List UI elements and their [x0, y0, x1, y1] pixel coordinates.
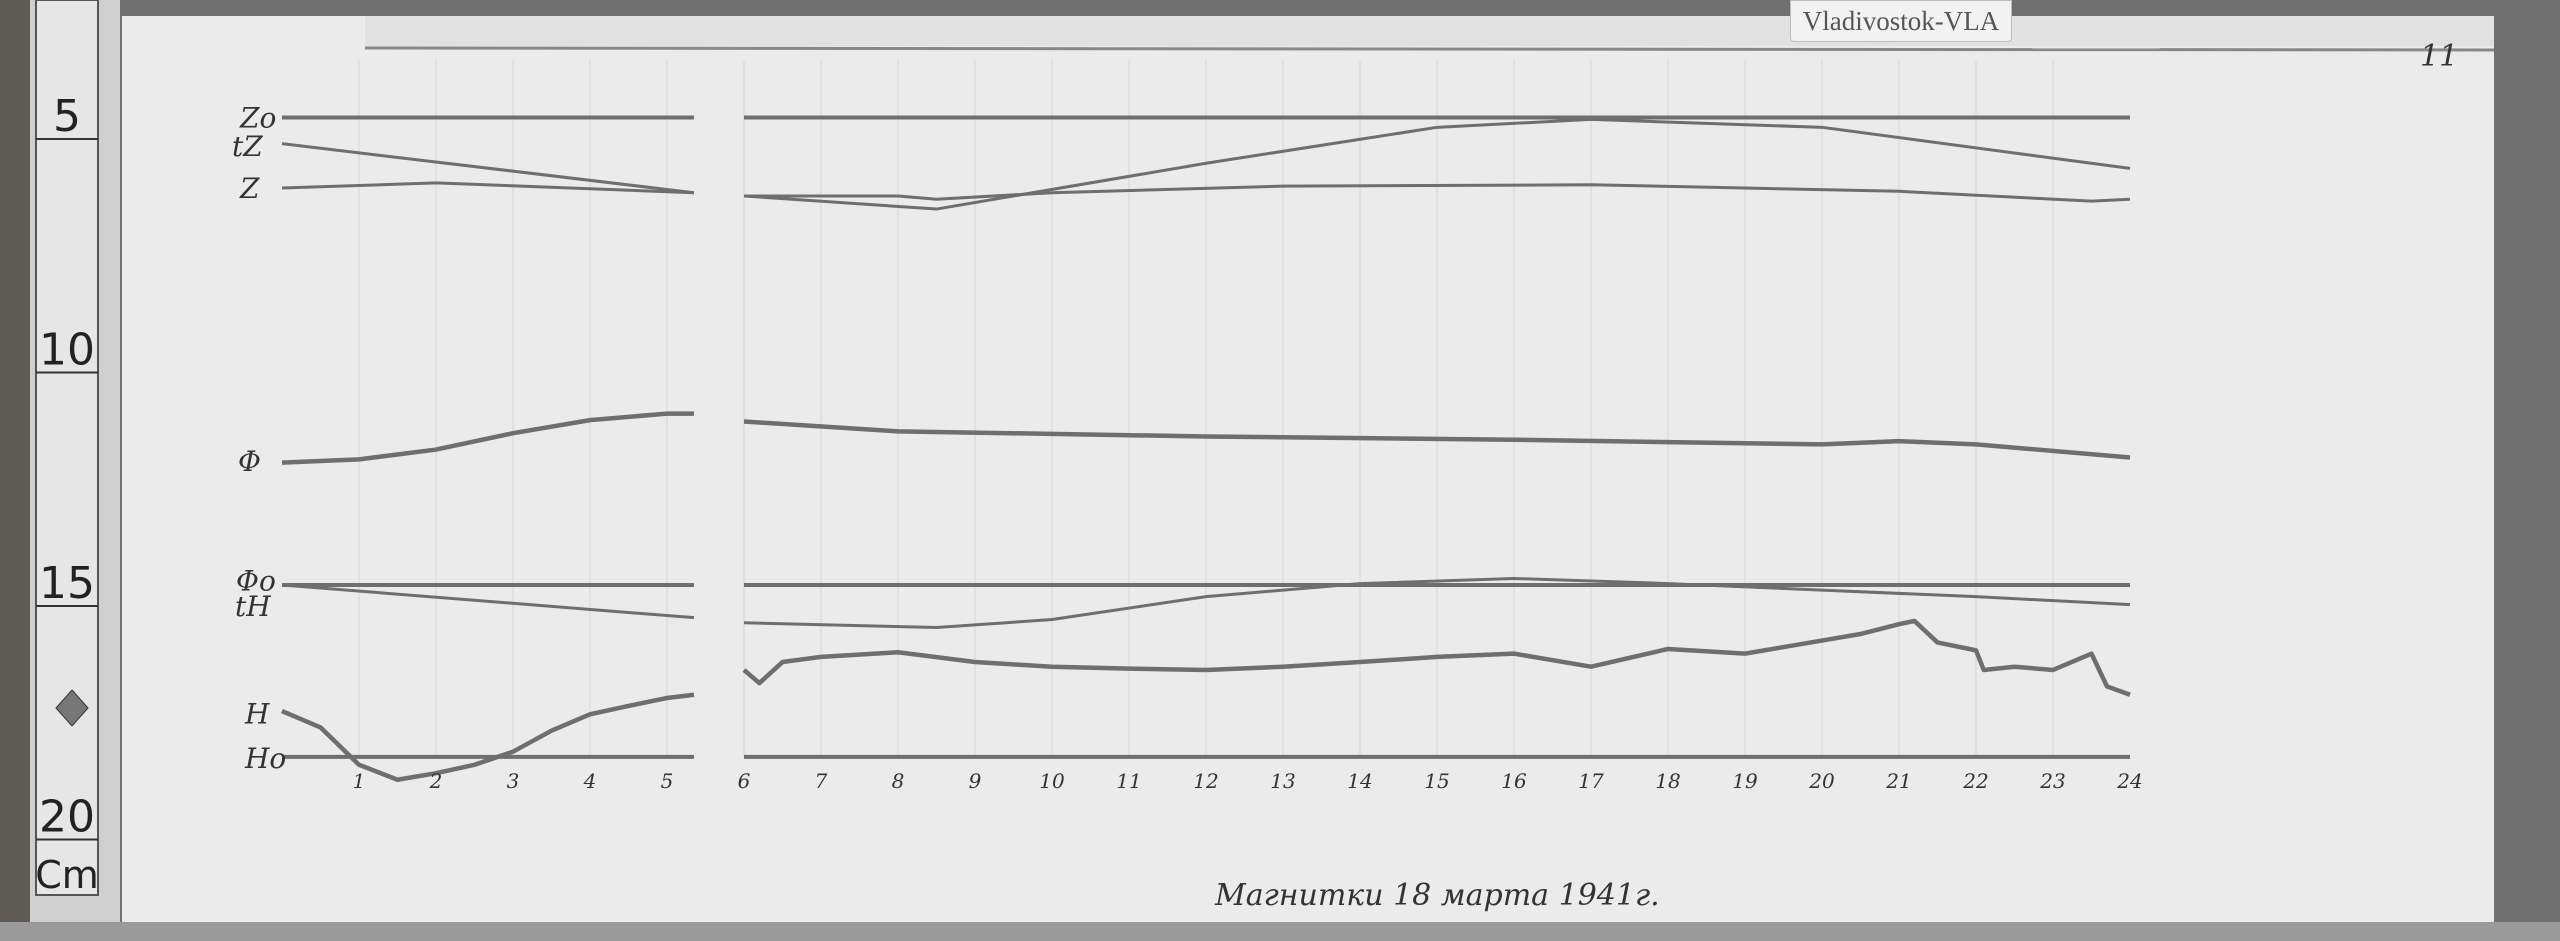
hour-tick-label: 22 [1962, 769, 1988, 793]
wood-edge [0, 0, 30, 941]
ruler-tick-label: 10 [39, 325, 95, 376]
hour-tick-label: 6 [738, 769, 751, 793]
hour-tick-label: 12 [1193, 769, 1218, 793]
trace-label: H [244, 697, 270, 730]
ruler-unit: Cm [35, 853, 99, 897]
paper [122, 16, 2494, 922]
hour-tick-label: 21 [1885, 769, 1911, 793]
hour-tick-label: 18 [1655, 769, 1680, 793]
sheet-number: 11 [2420, 39, 2458, 74]
hour-tick-label: 4 [583, 769, 597, 793]
hour-tick-label: 10 [1039, 769, 1065, 793]
hour-tick-label: 24 [2116, 769, 2142, 793]
hour-tick-label: 1 [353, 769, 366, 793]
hour-tick-label: 3 [507, 769, 520, 793]
caption: Магнитки 18 марта 1941г. [1214, 878, 1660, 913]
top-strip [365, 16, 2494, 46]
hour-tick-label: 19 [1732, 769, 1758, 793]
hour-tick-label: 9 [969, 769, 982, 793]
trace-temperature-5-part1 [743, 576, 2131, 629]
hour-tick-label: 11 [1116, 769, 1141, 793]
trace-trace-2-part0 [281, 181, 695, 195]
trace-label: Z [239, 172, 260, 205]
trace-trace-3-part0 [281, 411, 694, 465]
top-strip-edge [364, 46, 2495, 52]
hour-tick-label: 16 [1501, 769, 1527, 793]
hour-tick-label: 8 [892, 769, 905, 793]
hour-tick-label: 14 [1347, 769, 1372, 793]
hour-tick-label: 7 [815, 769, 828, 793]
trace-trace-6-part1 [742, 618, 2131, 697]
ruler [35, 0, 99, 896]
trace-temperature-1-part1 [743, 117, 2131, 211]
trace-label: tH [235, 590, 271, 623]
ruler-tick-label: 20 [39, 792, 95, 843]
hour-tick-label: 15 [1424, 769, 1449, 793]
bottom-edge [0, 922, 2560, 941]
trace-trace-3-part1 [743, 419, 2131, 460]
hour-tick-label: 5 [661, 769, 674, 793]
trace-label: Zo [239, 102, 276, 135]
ruler-tick-label: 5 [53, 91, 81, 142]
ruler-marker-icon [55, 689, 89, 727]
hour-tick-label: 2 [429, 769, 443, 793]
trace-temperature-5-part0 [281, 583, 695, 620]
hour-tick-label: 13 [1270, 769, 1295, 793]
trace-label: tZ [232, 130, 263, 163]
ruler-tick-label: 15 [39, 558, 95, 609]
trace-temperature-1-part0 [281, 142, 695, 195]
hour-tick-label: 17 [1578, 769, 1604, 793]
trace-trace-2-part1 [744, 183, 2131, 203]
trace-label: Ho [244, 742, 286, 775]
trace-label: Φ [238, 445, 261, 478]
hour-tick-label: 20 [1808, 769, 1835, 793]
trace-label: Φo [236, 564, 276, 597]
station-label: Vladivostok-VLA [1790, 0, 2012, 42]
hour-tick-label: 23 [2039, 769, 2065, 793]
